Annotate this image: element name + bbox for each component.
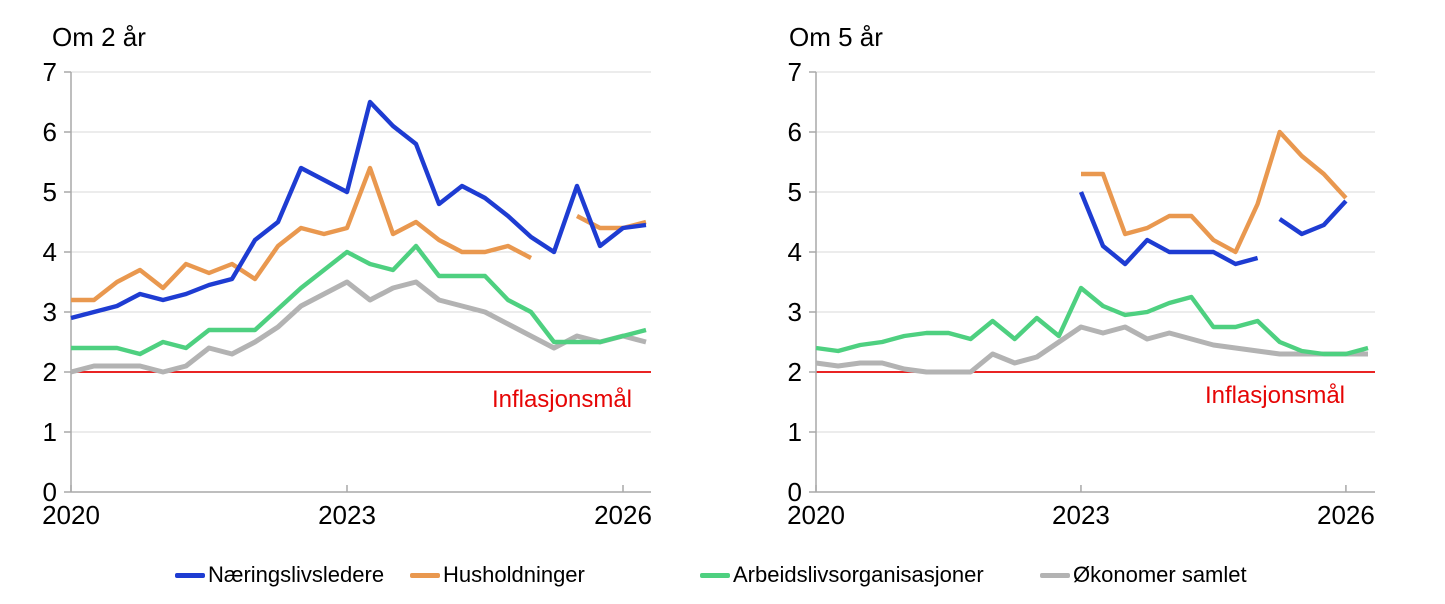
y-tick-label: 5 <box>788 177 802 207</box>
series-line--konomer-samlet <box>70 279 647 375</box>
legend-swatch-arbeidslivsorganisasjoner <box>700 572 730 578</box>
y-tick-label: 3 <box>43 297 57 327</box>
chart-title-om-5-ar: Om 5 år <box>789 22 883 52</box>
legend-label-n-ringslivsledere: Næringslivsledere <box>208 562 385 587</box>
x-tick-label: 2020 <box>787 500 845 530</box>
y-tick-label: 6 <box>43 117 57 147</box>
series-line--konomer-samlet <box>815 324 1368 375</box>
x-tick-label: 2020 <box>42 500 100 530</box>
legend-label--konomer-samlet: Økonomer samlet <box>1073 562 1247 587</box>
legend-label-arbeidslivsorganisasjoner: Arbeidslivsorganisasjoner <box>733 562 984 587</box>
inflation-target-label-left: Inflasjonsmål <box>491 386 632 413</box>
series-line-n-ringslivsledere <box>70 99 647 321</box>
y-tick-label: 5 <box>43 177 57 207</box>
x-tick-label: 2026 <box>1317 500 1375 530</box>
y-tick-label: 0 <box>788 477 802 507</box>
legend-label-husholdninger: Husholdninger <box>443 562 585 587</box>
legend-item--konomer-samlet: Økonomer samlet <box>1040 560 1247 590</box>
series-line-husholdninger <box>1081 129 1348 255</box>
series-line-arbeidslivsorganisasjoner <box>71 243 647 357</box>
y-tick-label: 1 <box>43 417 57 447</box>
inflation-target-label-right: Inflasjonsmål <box>1204 382 1345 409</box>
x-tick-label: 2023 <box>318 500 376 530</box>
y-tick-label: 0 <box>43 477 57 507</box>
series-line-husholdninger <box>71 165 533 303</box>
y-tick-label: 2 <box>43 357 57 387</box>
chart-title-om-2-ar: Om 2 år <box>52 22 146 52</box>
chart-panel-0: 0 1 2 3 4 5 6 7 2020 2023 2026 <box>42 57 652 530</box>
y-tick-label: 4 <box>788 237 802 267</box>
legend-item-arbeidslivsorganisasjoner: Arbeidslivsorganisasjoner <box>700 560 984 590</box>
y-tick-label: 1 <box>788 417 802 447</box>
legend-item-n-ringslivsledere: Næringslivsledere <box>175 560 384 590</box>
series-line-arbeidslivsorganisasjoner <box>815 285 1369 357</box>
y-tick-label: 2 <box>788 357 802 387</box>
legend-item-husholdninger: Husholdninger <box>410 560 585 590</box>
y-tick-label: 3 <box>788 297 802 327</box>
y-tick-label: 4 <box>43 237 57 267</box>
legend: Næringslivsledere Husholdninger Arbeidsliv… <box>0 560 1445 594</box>
y-tick-label: 7 <box>43 57 57 87</box>
legend-swatch--konomer-samlet <box>1040 572 1070 578</box>
y-tick-label: 6 <box>788 117 802 147</box>
y-tick-label: 7 <box>788 57 802 87</box>
x-tick-label: 2023 <box>1052 500 1110 530</box>
x-tick-label: 2026 <box>594 500 652 530</box>
legend-swatch-husholdninger <box>410 572 440 578</box>
series-line-n-ringslivsledere <box>1078 191 1259 267</box>
chart-panel-1: 0 1 2 3 4 5 6 7 2020 2023 2026 <box>787 57 1375 530</box>
legend-swatch-n-ringslivsledere <box>175 572 205 578</box>
series-line-n-ringslivsledere <box>1278 199 1348 237</box>
